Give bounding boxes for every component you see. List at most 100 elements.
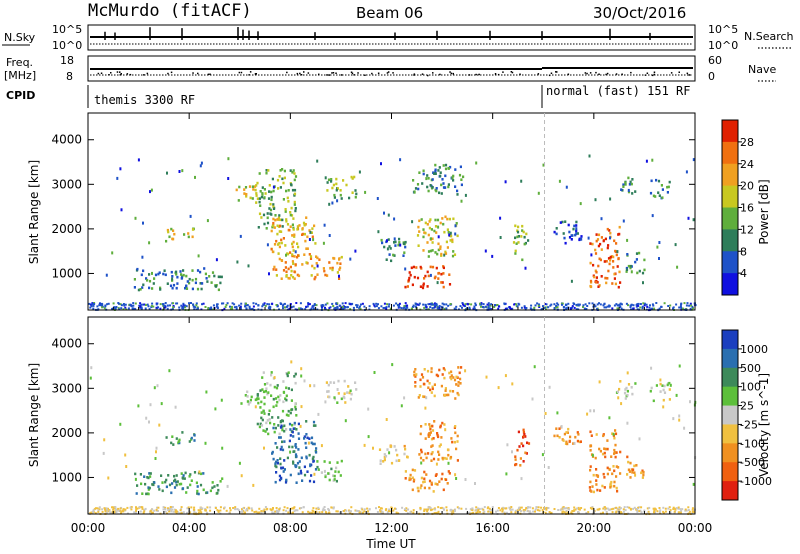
colorbar-tick-label: 500	[740, 362, 761, 375]
echo-cell	[211, 481, 214, 484]
sparse-echo	[689, 400, 691, 404]
echo-cell	[521, 229, 524, 232]
sparse-echo	[349, 257, 352, 261]
echo-cell	[355, 192, 358, 196]
ground-scatter-cell	[643, 302, 646, 305]
echo-cell	[305, 433, 308, 436]
ground-scatter-cell	[298, 307, 301, 310]
echo-cell	[456, 193, 459, 196]
echo-cell	[447, 453, 450, 457]
echo-cell	[265, 169, 268, 172]
echo-cell	[333, 397, 336, 401]
echo-cell	[182, 474, 185, 477]
ground-scatter-cell	[615, 511, 618, 514]
ground-scatter-cell	[117, 507, 120, 510]
echo-cell	[293, 270, 296, 273]
echo-cell	[422, 228, 425, 231]
ground-scatter-cell	[321, 511, 324, 514]
echo-cell	[251, 197, 254, 200]
echo-cell	[333, 257, 336, 260]
ground-scatter-cell	[167, 507, 169, 510]
ground-scatter-cell	[322, 304, 325, 307]
ground-scatter-cell	[375, 305, 378, 308]
echo-cell	[338, 257, 341, 260]
echo-cell	[269, 208, 273, 212]
echo-cell	[566, 442, 569, 446]
ground-scatter-cell	[375, 507, 377, 510]
ground-scatter-cell	[242, 507, 245, 510]
echo-cell	[289, 225, 292, 228]
echo-cell	[460, 366, 463, 369]
echo-cell	[141, 286, 144, 289]
echo-cell	[340, 255, 343, 259]
ground-scatter-cell	[286, 507, 289, 510]
echo-cell	[627, 264, 630, 268]
echo-cell	[270, 195, 273, 199]
ground-scatter-cell	[643, 304, 646, 307]
sparse-echo	[317, 412, 320, 416]
ground-scatter-cell	[223, 506, 226, 509]
ground-scatter-cell	[498, 305, 500, 308]
ground-scatter-cell	[567, 507, 570, 510]
sparse-echo	[598, 380, 601, 384]
freq-dot	[550, 72, 553, 74]
sparse-echo	[484, 249, 487, 253]
ground-scatter-cell	[128, 303, 131, 306]
echo-cell	[324, 474, 327, 477]
sparse-echo	[323, 223, 326, 227]
echo-cell	[279, 457, 282, 460]
y-tick-label: 1000	[51, 470, 82, 484]
echo-cell	[525, 452, 528, 455]
ground-scatter-cell	[453, 510, 456, 512]
ground-scatter-cell	[197, 509, 200, 512]
echo-cell	[291, 223, 294, 227]
echo-cell	[448, 283, 452, 286]
ground-scatter-cell	[124, 303, 127, 306]
echo-cell	[255, 192, 258, 195]
ground-scatter-cell	[392, 304, 395, 307]
sparse-echo	[385, 418, 388, 421]
echo-cell	[148, 279, 152, 283]
ground-scatter-cell	[359, 307, 362, 310]
sparse-echo	[189, 214, 192, 218]
echo-cell	[591, 242, 594, 246]
sparse-echo	[373, 371, 376, 374]
echo-cell	[443, 376, 446, 380]
ground-scatter-cell	[425, 508, 428, 511]
echo-cell	[668, 398, 671, 401]
echo-cell	[311, 264, 314, 268]
sparse-echo	[443, 393, 446, 397]
freq-dot	[595, 71, 597, 74]
colorbar-tick-label: 100	[740, 381, 761, 394]
echo-cell	[185, 491, 188, 494]
echo-cell	[597, 233, 601, 237]
nave-top-tick: 60	[708, 54, 722, 67]
echo-cell	[142, 283, 145, 287]
ground-scatter-cell	[343, 307, 346, 310]
echo-cell	[397, 243, 400, 247]
ground-scatter-cell	[241, 508, 243, 511]
echo-cell	[434, 474, 437, 477]
ground-scatter-cell	[611, 307, 614, 310]
echo-cell	[446, 228, 449, 231]
sparse-echo	[626, 421, 629, 425]
ground-scatter-cell	[98, 508, 101, 511]
sparse-echo	[289, 450, 292, 454]
echo-cell	[409, 473, 412, 477]
echo-cell	[579, 440, 582, 443]
ground-scatter-cell	[274, 510, 277, 513]
freq-dot	[450, 72, 453, 75]
echo-cell	[292, 228, 295, 231]
echo-cell	[183, 233, 186, 236]
echo-cell	[393, 254, 396, 257]
freq-dot	[653, 73, 656, 76]
echo-cell	[281, 409, 285, 413]
echo-cell	[340, 197, 343, 200]
echo-cell	[270, 190, 273, 194]
freq-dot	[556, 71, 558, 73]
echo-cell	[435, 231, 438, 234]
echo-cell	[567, 223, 570, 227]
freq-dot	[332, 72, 335, 74]
ground-scatter-cell	[301, 511, 304, 514]
ground-scatter-cell	[130, 305, 133, 308]
